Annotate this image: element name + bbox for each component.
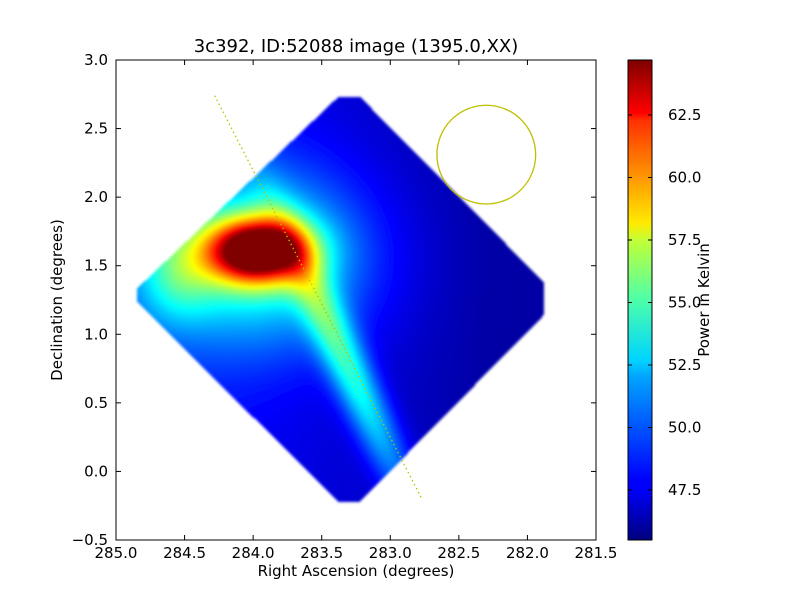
y-tick-label: 1.5: [84, 257, 108, 275]
x-tick-label: 284.0: [232, 544, 275, 562]
x-tick-label: 284.5: [163, 544, 206, 562]
y-tick-label: 0.5: [84, 394, 108, 412]
x-tick-label: 283.5: [300, 544, 343, 562]
y-axis-label: Declination (degrees): [48, 219, 66, 381]
y-tick-label: 1.0: [84, 325, 108, 343]
y-axis: −0.5 0.0 0.5 1.0 1.5 2.0 2.5 3.0: [72, 51, 596, 549]
colorbar-tick-label: 55.0: [668, 294, 701, 312]
x-axis-label: Right Ascension (degrees): [258, 562, 455, 580]
colorbar-tick-label: 47.5: [668, 481, 701, 499]
y-tick-label: 3.0: [84, 51, 108, 69]
heatmap-image: [116, 60, 596, 540]
colorbar-tick-label: 57.5: [668, 231, 701, 249]
y-tick-label: 2.0: [84, 188, 108, 206]
beam-circle: [436, 104, 537, 205]
y-tick-label: 0.0: [84, 462, 108, 480]
x-tick-label: 285.0: [95, 544, 138, 562]
chart-title: 3c392, ID:52088 image (1395.0,XX): [194, 36, 519, 57]
colorbar-tick-label: 50.0: [668, 419, 701, 437]
x-tick-label: 281.5: [575, 544, 618, 562]
x-tick-label: 282.0: [506, 544, 549, 562]
overlay-features: [214, 95, 537, 500]
x-axis: 285.0 284.5 284.0 283.5 283.0 282.5 282.0 281.5: [95, 60, 618, 562]
y-tick-label: −0.5: [72, 531, 108, 549]
colorbar-label: Power in Kelvin: [695, 243, 713, 357]
colorbar-tick-label: 60.0: [668, 169, 701, 187]
y-tick-label: 2.5: [84, 120, 108, 138]
x-tick-label: 282.5: [437, 544, 480, 562]
plot-frame: [115, 59, 597, 541]
x-tick-label: 283.0: [369, 544, 412, 562]
colorbar-tick-label: 62.5: [668, 106, 701, 124]
colorbar: [627, 59, 653, 541]
colorbar-tick-label: 52.5: [668, 356, 701, 374]
colorbar-ticks: 47.5 50.0 52.5 55.0 57.5 60.0 62.5: [628, 106, 701, 499]
